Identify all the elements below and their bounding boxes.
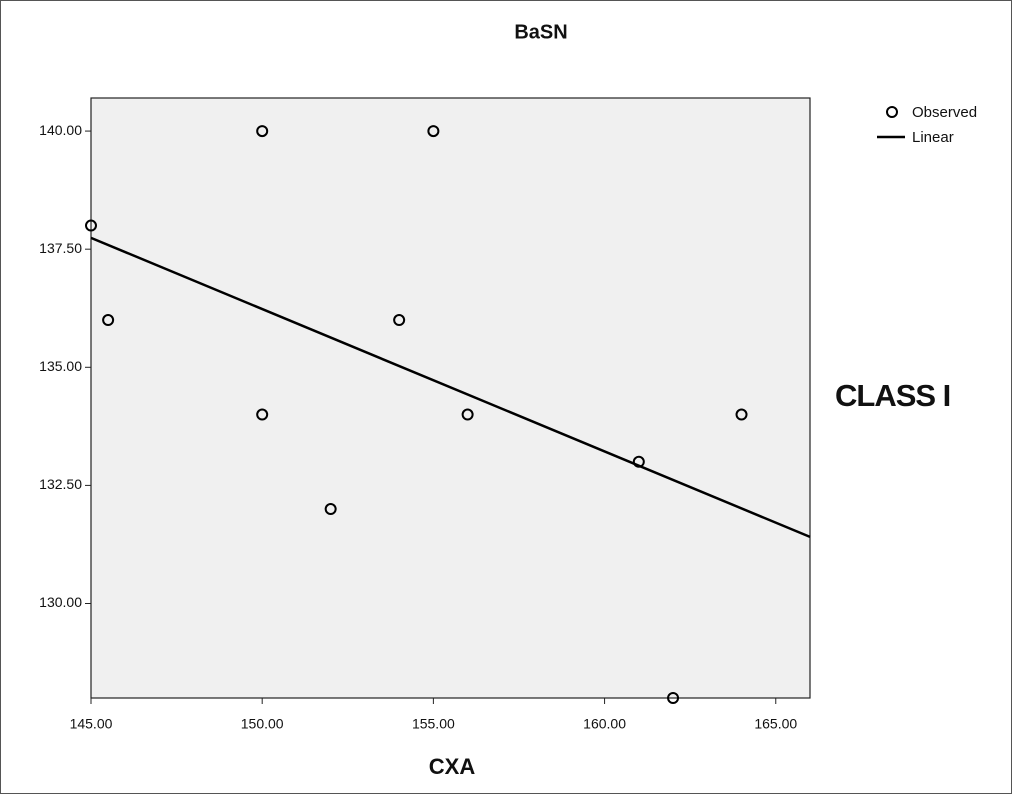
y-tick-label: 130.00 xyxy=(39,594,82,610)
plot-area xyxy=(90,97,811,699)
data-point xyxy=(256,125,269,138)
y-tick-label: 137.50 xyxy=(39,240,82,256)
x-tick-label: 160.00 xyxy=(583,716,626,732)
y-tick-label: 140.00 xyxy=(39,122,82,138)
legend-label: Linear xyxy=(912,129,954,146)
x-tick-label: 155.00 xyxy=(412,716,455,732)
data-point xyxy=(324,503,337,516)
x-tick-label: 145.00 xyxy=(70,716,113,732)
data-point xyxy=(102,314,115,327)
data-point xyxy=(461,408,474,421)
legend-marker xyxy=(886,106,898,118)
data-point xyxy=(735,408,748,421)
x-axis-label: CXA xyxy=(429,754,476,779)
fit-line xyxy=(90,236,811,539)
legend-label: Observed xyxy=(912,104,977,121)
chart-title: BaSN xyxy=(514,21,567,43)
y-tick-label: 135.00 xyxy=(39,358,82,374)
data-point xyxy=(427,125,440,138)
x-tick-label: 150.00 xyxy=(241,716,284,732)
y-tick-label: 132.50 xyxy=(39,476,82,492)
x-tick-label: 165.00 xyxy=(754,716,797,732)
annotation: CLASS I xyxy=(835,378,950,413)
data-point xyxy=(85,219,97,232)
data-point xyxy=(393,314,406,327)
data-point xyxy=(667,692,680,704)
data-point xyxy=(256,408,269,421)
